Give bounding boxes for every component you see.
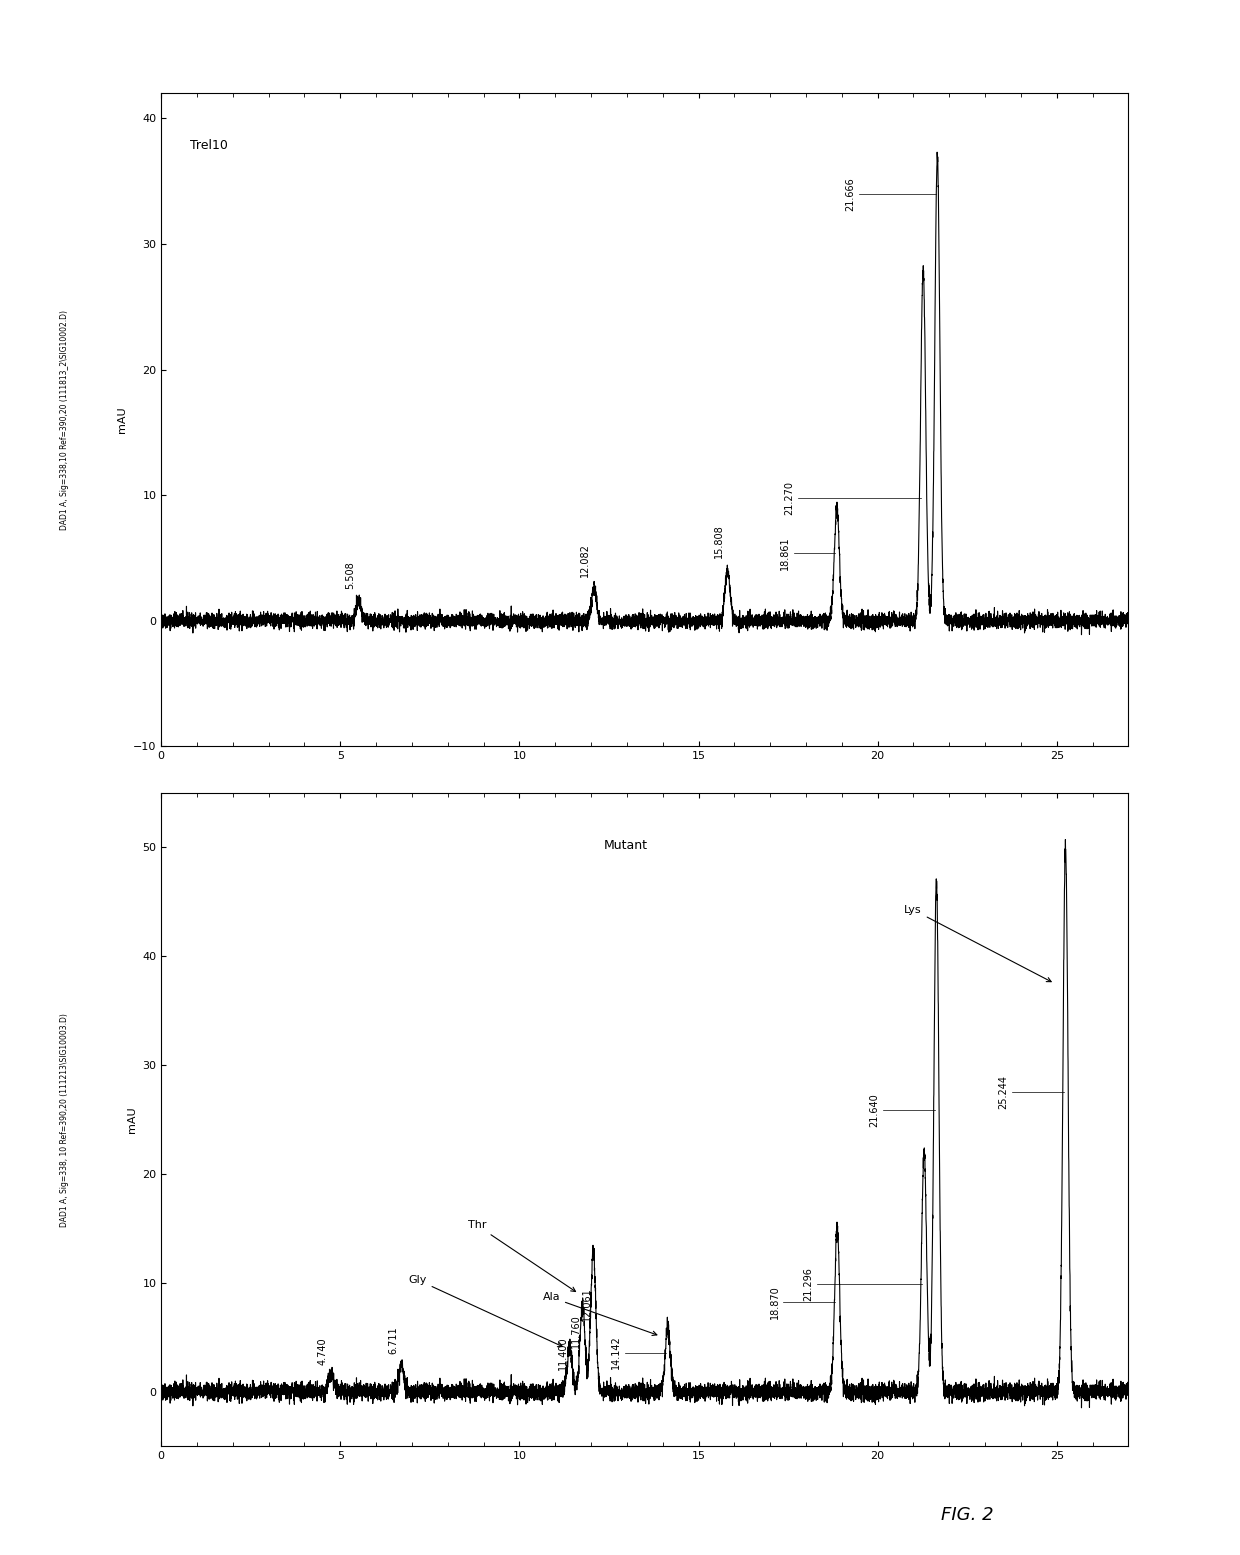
- Text: 11.760: 11.760: [570, 1314, 580, 1348]
- Text: Gly: Gly: [408, 1275, 563, 1347]
- Text: Mutant: Mutant: [604, 838, 647, 852]
- Text: 5.508: 5.508: [345, 561, 355, 589]
- Text: 21.296: 21.296: [804, 1267, 813, 1302]
- Y-axis label: mAU: mAU: [118, 406, 128, 434]
- Text: DAD1 A, Sig=338, 10 Ref=390,20 (111213\SIG10003.D): DAD1 A, Sig=338, 10 Ref=390,20 (111213\S…: [60, 1012, 69, 1227]
- Text: FIG. 2: FIG. 2: [941, 1505, 993, 1524]
- Text: 11.400: 11.400: [558, 1336, 568, 1370]
- Text: 4.740: 4.740: [317, 1337, 327, 1365]
- Text: DAD1 A, Sig=338,10 Ref=390,20 (111813_2\SIG10002.D): DAD1 A, Sig=338,10 Ref=390,20 (111813_2\…: [60, 309, 69, 530]
- Text: 14.142: 14.142: [611, 1336, 621, 1370]
- Text: 15.808: 15.808: [714, 524, 724, 558]
- Text: Thr: Thr: [467, 1221, 575, 1292]
- Text: 18.870: 18.870: [770, 1284, 780, 1319]
- Text: 21.270: 21.270: [784, 480, 794, 515]
- Y-axis label: mAU: mAU: [126, 1106, 136, 1134]
- Text: 12.082: 12.082: [580, 543, 590, 577]
- Text: 6.711: 6.711: [388, 1326, 398, 1353]
- Text: 25.244: 25.244: [998, 1076, 1008, 1109]
- Text: 21.666: 21.666: [844, 177, 854, 210]
- Text: Ala: Ala: [542, 1292, 657, 1336]
- Text: Trel10: Trel10: [190, 138, 228, 152]
- Text: 12.061: 12.061: [582, 1288, 591, 1322]
- Text: Lys: Lys: [904, 905, 1052, 981]
- Text: 18.861: 18.861: [780, 536, 790, 569]
- Text: 21.640: 21.640: [869, 1093, 879, 1127]
